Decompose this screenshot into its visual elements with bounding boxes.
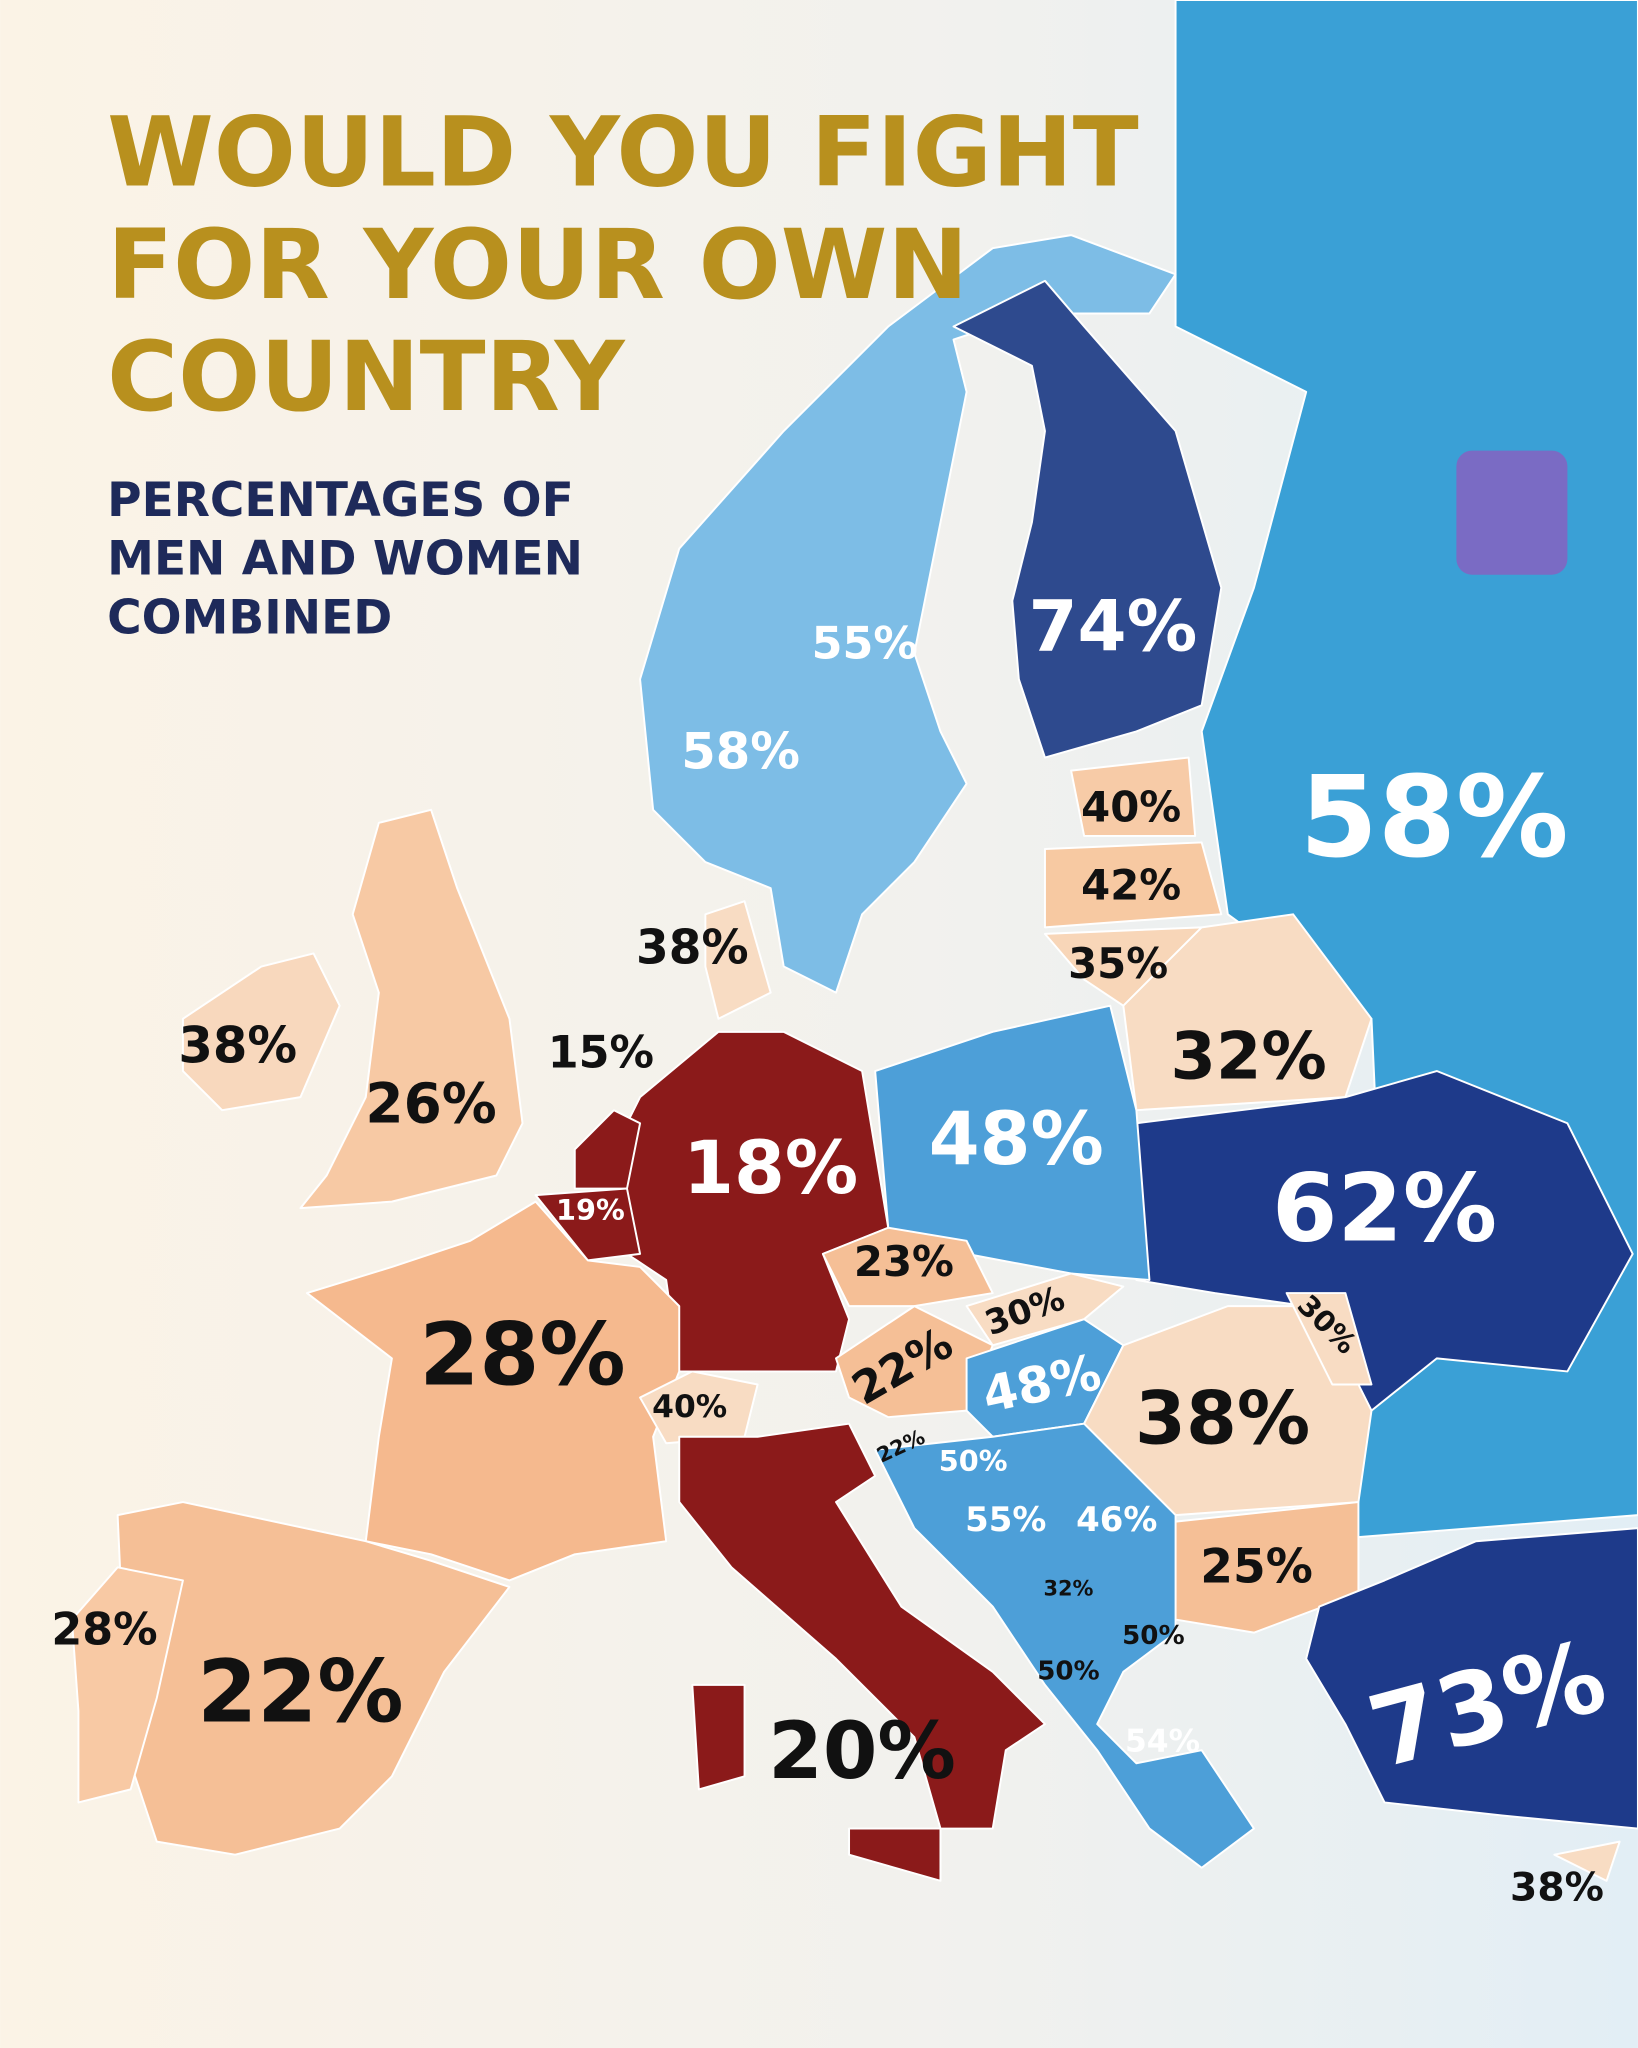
slovakia [965, 1272, 1125, 1347]
subtitle-line: COMBINED [107, 590, 392, 645]
subtitle: PERCENTAGES OF MEN AND WOMEN COMBINED [107, 473, 583, 646]
label: 19% [556, 1193, 625, 1227]
title-line: WOULD YOU FIGHT [107, 95, 1139, 208]
label: 25% [1200, 1539, 1313, 1594]
countries [70, 0, 1638, 1882]
finland [952, 279, 1223, 759]
turkey [1305, 1527, 1638, 1830]
label: 35% [1068, 939, 1168, 988]
czechia [821, 1226, 994, 1308]
label: 38% [636, 920, 749, 975]
label: 50% [939, 1444, 1008, 1478]
belgium [534, 1187, 642, 1262]
label: 42% [1081, 861, 1181, 910]
subtitle-line: MEN AND WOMEN [107, 532, 583, 587]
label: 48% [929, 1097, 1104, 1182]
label: 15% [548, 1027, 654, 1078]
label: 20% [768, 1706, 956, 1797]
label: 40% [652, 1389, 727, 1425]
uk [299, 808, 524, 1210]
moldova [1285, 1292, 1373, 1386]
denmark [704, 900, 772, 1020]
balkans [874, 1422, 1255, 1869]
title-line: FOR YOUR OWN [107, 208, 968, 321]
ukraine [1135, 1070, 1634, 1412]
label: 38% [178, 1016, 297, 1074]
labels: 74% 55% 58% 58% 40% 42% 35% 32% 38% 38% … [51, 585, 1617, 1910]
switzerland [639, 1370, 759, 1445]
label: 50% [1037, 1656, 1100, 1686]
label: 22% [197, 1642, 403, 1742]
title: WOULD YOU FIGHT FOR YOUR OWN COUNTRY [107, 95, 1139, 433]
netherlands [573, 1109, 642, 1190]
title-line: COUNTRY [107, 320, 625, 433]
label: 38% [1135, 1377, 1310, 1462]
label: 40% [1081, 782, 1181, 831]
italy [678, 1422, 1046, 1882]
label: 28% [51, 1605, 157, 1656]
france [306, 1200, 681, 1582]
latvia [1043, 841, 1223, 929]
portugal [70, 1566, 184, 1804]
cyprus [1553, 1840, 1621, 1882]
label: 26% [365, 1072, 496, 1136]
patch [1456, 450, 1568, 575]
label: 55% [812, 619, 918, 670]
scandinavia [639, 234, 1177, 994]
label: 28% [419, 1305, 625, 1405]
estonia [1070, 756, 1197, 837]
subtitle-line: PERCENTAGES OF [107, 473, 574, 528]
ireland [181, 952, 341, 1112]
label: 58% [681, 722, 800, 780]
label: 38% [1510, 1865, 1604, 1910]
label: 23% [854, 1237, 954, 1286]
label: 32% [1171, 1019, 1327, 1095]
label: 46% [1076, 1500, 1157, 1540]
label: 62% [1272, 1155, 1497, 1264]
label: 50% [1122, 1621, 1185, 1651]
label: 74% [1028, 585, 1197, 667]
label: 58% [1300, 753, 1569, 883]
label: 54% [1125, 1723, 1200, 1759]
label: 55% [965, 1500, 1046, 1540]
label: 32% [1043, 1577, 1093, 1601]
label: 18% [683, 1126, 858, 1211]
